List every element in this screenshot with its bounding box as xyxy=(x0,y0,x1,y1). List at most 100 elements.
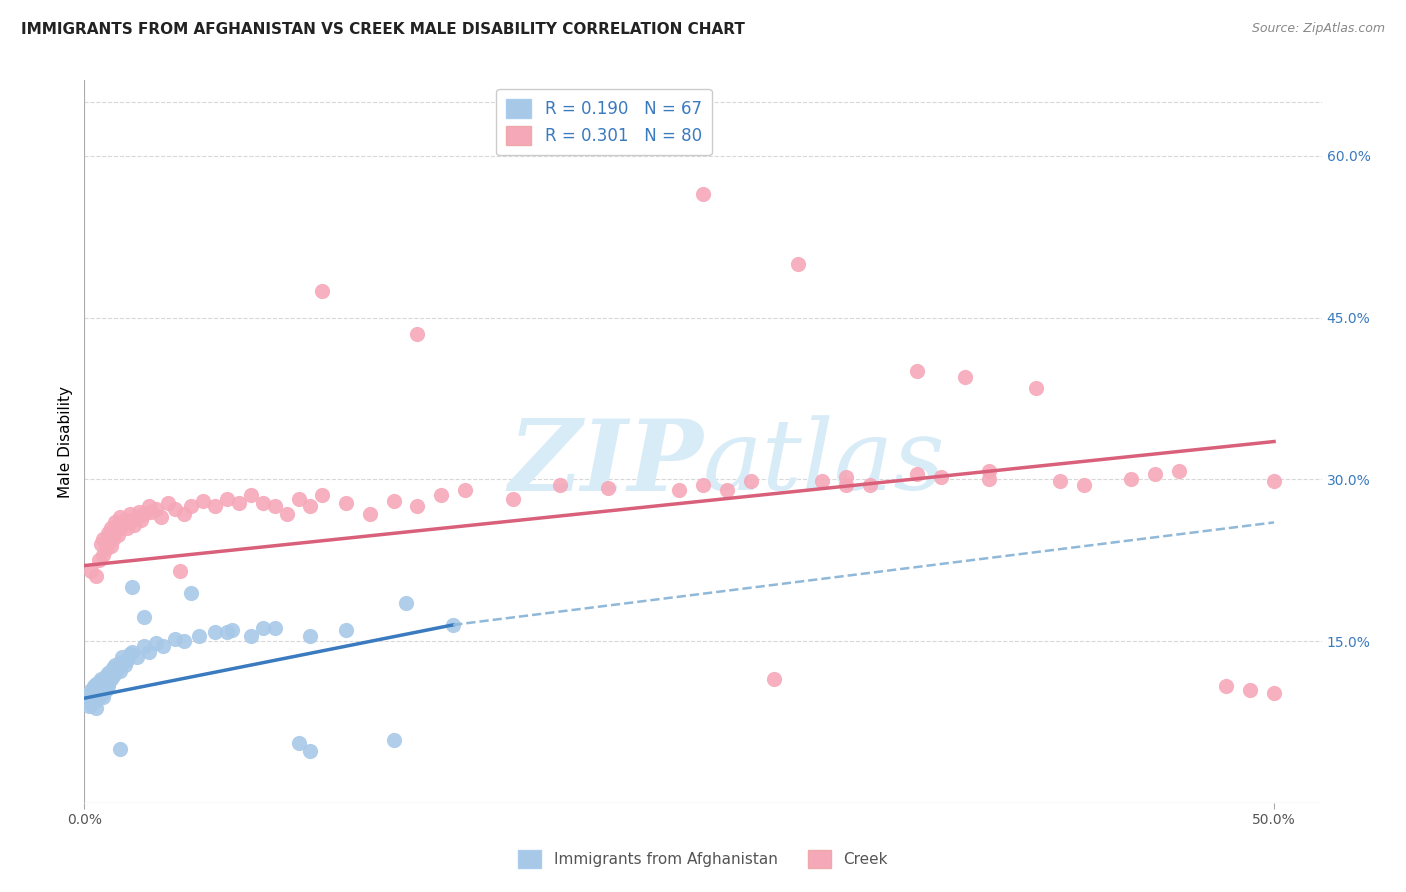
Point xyxy=(858,477,880,491)
Point xyxy=(125,650,148,665)
Point xyxy=(359,507,381,521)
Point xyxy=(311,488,333,502)
Point xyxy=(93,675,115,690)
Point xyxy=(84,677,107,691)
Point xyxy=(173,634,195,648)
Point xyxy=(193,493,215,508)
Point xyxy=(1263,686,1285,700)
Point xyxy=(1239,682,1261,697)
Point xyxy=(252,496,274,510)
Point xyxy=(108,521,131,535)
Point xyxy=(94,542,117,557)
Point xyxy=(335,496,357,510)
Point xyxy=(128,505,150,519)
Point xyxy=(835,477,858,491)
Point xyxy=(217,491,239,506)
Point xyxy=(454,483,477,497)
Point xyxy=(83,679,105,693)
Point xyxy=(382,733,405,747)
Point xyxy=(111,517,134,532)
Point xyxy=(80,690,103,705)
Point xyxy=(118,507,141,521)
Point xyxy=(263,621,285,635)
Point xyxy=(138,645,160,659)
Point xyxy=(740,475,762,489)
Text: IMMIGRANTS FROM AFGHANISTAN VS CREEK MALE DISABILITY CORRELATION CHART: IMMIGRANTS FROM AFGHANISTAN VS CREEK MAL… xyxy=(21,22,745,37)
Point xyxy=(114,513,136,527)
Point xyxy=(335,624,357,638)
Point xyxy=(173,507,195,521)
Point xyxy=(977,472,1000,486)
Point xyxy=(287,737,309,751)
Point xyxy=(169,564,191,578)
Point xyxy=(115,521,138,535)
Point xyxy=(94,677,117,691)
Point xyxy=(108,742,131,756)
Point xyxy=(1167,464,1189,478)
Point xyxy=(149,510,172,524)
Point xyxy=(101,532,124,546)
Point xyxy=(115,653,138,667)
Point xyxy=(152,640,174,654)
Point xyxy=(84,686,107,700)
Point xyxy=(90,672,112,686)
Point xyxy=(100,672,122,686)
Point xyxy=(97,679,120,693)
Point xyxy=(1049,475,1071,489)
Point xyxy=(101,668,124,682)
Point xyxy=(299,500,322,514)
Text: Source: ZipAtlas.com: Source: ZipAtlas.com xyxy=(1251,22,1385,36)
Point xyxy=(1073,477,1095,491)
Point xyxy=(548,477,571,491)
Point xyxy=(263,500,285,514)
Point xyxy=(90,537,112,551)
Point xyxy=(107,528,129,542)
Point xyxy=(87,682,110,697)
Point xyxy=(276,507,298,521)
Point xyxy=(187,629,209,643)
Point xyxy=(905,467,928,481)
Point xyxy=(299,629,322,643)
Point xyxy=(139,505,162,519)
Point xyxy=(953,369,976,384)
Point xyxy=(180,585,202,599)
Point xyxy=(217,625,239,640)
Point xyxy=(204,625,226,640)
Point xyxy=(716,483,738,497)
Point xyxy=(90,688,112,702)
Point xyxy=(138,500,160,514)
Point xyxy=(905,364,928,378)
Point xyxy=(104,524,127,538)
Point xyxy=(132,507,155,521)
Point xyxy=(145,636,167,650)
Point xyxy=(692,477,714,491)
Point xyxy=(104,657,127,672)
Point xyxy=(80,682,103,697)
Point xyxy=(145,502,167,516)
Point xyxy=(406,500,429,514)
Point xyxy=(299,744,322,758)
Point xyxy=(97,666,120,681)
Point xyxy=(84,693,107,707)
Point xyxy=(239,488,262,502)
Point xyxy=(77,698,100,713)
Point xyxy=(124,517,146,532)
Point xyxy=(93,532,115,546)
Point xyxy=(118,647,141,661)
Point xyxy=(77,688,100,702)
Point xyxy=(97,534,120,549)
Point xyxy=(84,701,107,715)
Point xyxy=(107,661,129,675)
Point xyxy=(502,491,524,506)
Point xyxy=(121,513,143,527)
Point xyxy=(163,502,186,516)
Point xyxy=(87,553,110,567)
Point xyxy=(1215,679,1237,693)
Point xyxy=(1263,475,1285,489)
Point xyxy=(100,665,122,679)
Point xyxy=(287,491,309,506)
Point xyxy=(76,693,98,707)
Point xyxy=(80,564,103,578)
Point xyxy=(125,510,148,524)
Point xyxy=(406,326,429,341)
